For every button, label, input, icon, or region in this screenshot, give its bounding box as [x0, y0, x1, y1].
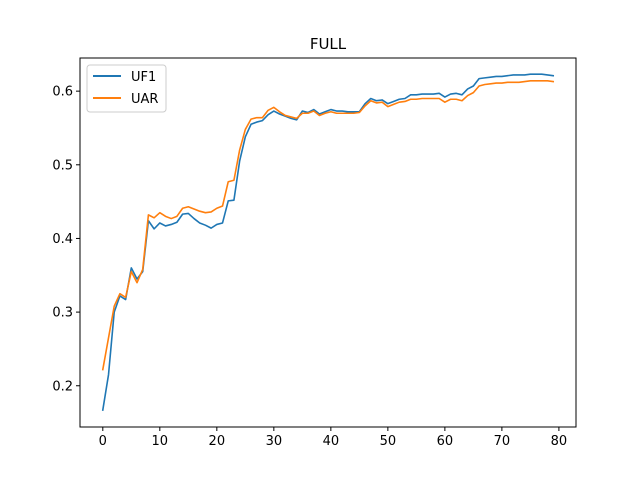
y-tick-label: 0.4 — [52, 232, 73, 247]
series-layer — [101, 73, 555, 411]
series-line-uar — [101, 80, 555, 371]
chart-title: FULL — [310, 35, 347, 53]
legend-label-uf1: UF1 — [131, 70, 156, 85]
legend-label-uar: UAR — [131, 92, 158, 107]
x-tick-label: 50 — [380, 434, 397, 449]
x-tick-label: 60 — [437, 434, 454, 449]
x-tick-label: 10 — [152, 434, 169, 449]
series-line-uf1 — [101, 73, 555, 411]
y-tick-label: 0.3 — [52, 306, 73, 321]
x-axis: 0 10 20 30 40 50 60 70 80 — [99, 427, 568, 449]
y-tick-label: 0.5 — [52, 158, 73, 173]
x-tick-label: 30 — [266, 434, 283, 449]
y-tick-label: 0.2 — [52, 379, 73, 394]
x-tick-label: 20 — [209, 434, 226, 449]
y-tick-label: 0.6 — [52, 85, 73, 100]
x-tick-label: 80 — [551, 434, 568, 449]
plot-frame — [79, 57, 577, 428]
x-tick-label: 40 — [323, 434, 340, 449]
legend: UF1 UAR — [86, 64, 167, 113]
y-axis: 0.2 0.3 0.4 0.5 0.6 — [52, 85, 80, 394]
x-tick-label: 0 — [99, 434, 107, 449]
x-tick-label: 70 — [494, 434, 511, 449]
